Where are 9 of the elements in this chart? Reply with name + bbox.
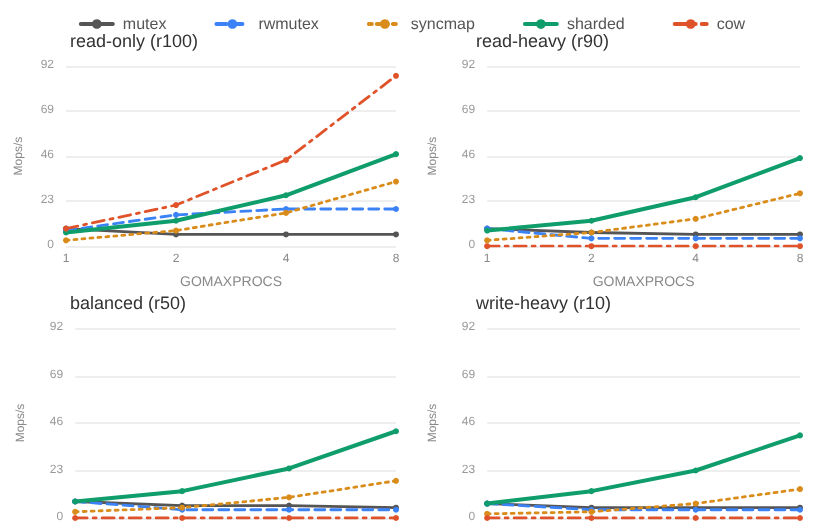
legend-label: sharded (566, 15, 625, 33)
legend-label: rwmutex (258, 15, 319, 33)
legend-label: syncmap (410, 15, 476, 33)
chart-title: read-only (r100) (70, 31, 199, 51)
legend-label: mutex (122, 15, 167, 33)
chart-title: write-heavy (r10) (474, 293, 612, 313)
legend-label: cow (716, 15, 746, 33)
chart-title: balanced (r50) (70, 293, 187, 313)
chart-title: read-heavy (r90) (476, 31, 610, 51)
